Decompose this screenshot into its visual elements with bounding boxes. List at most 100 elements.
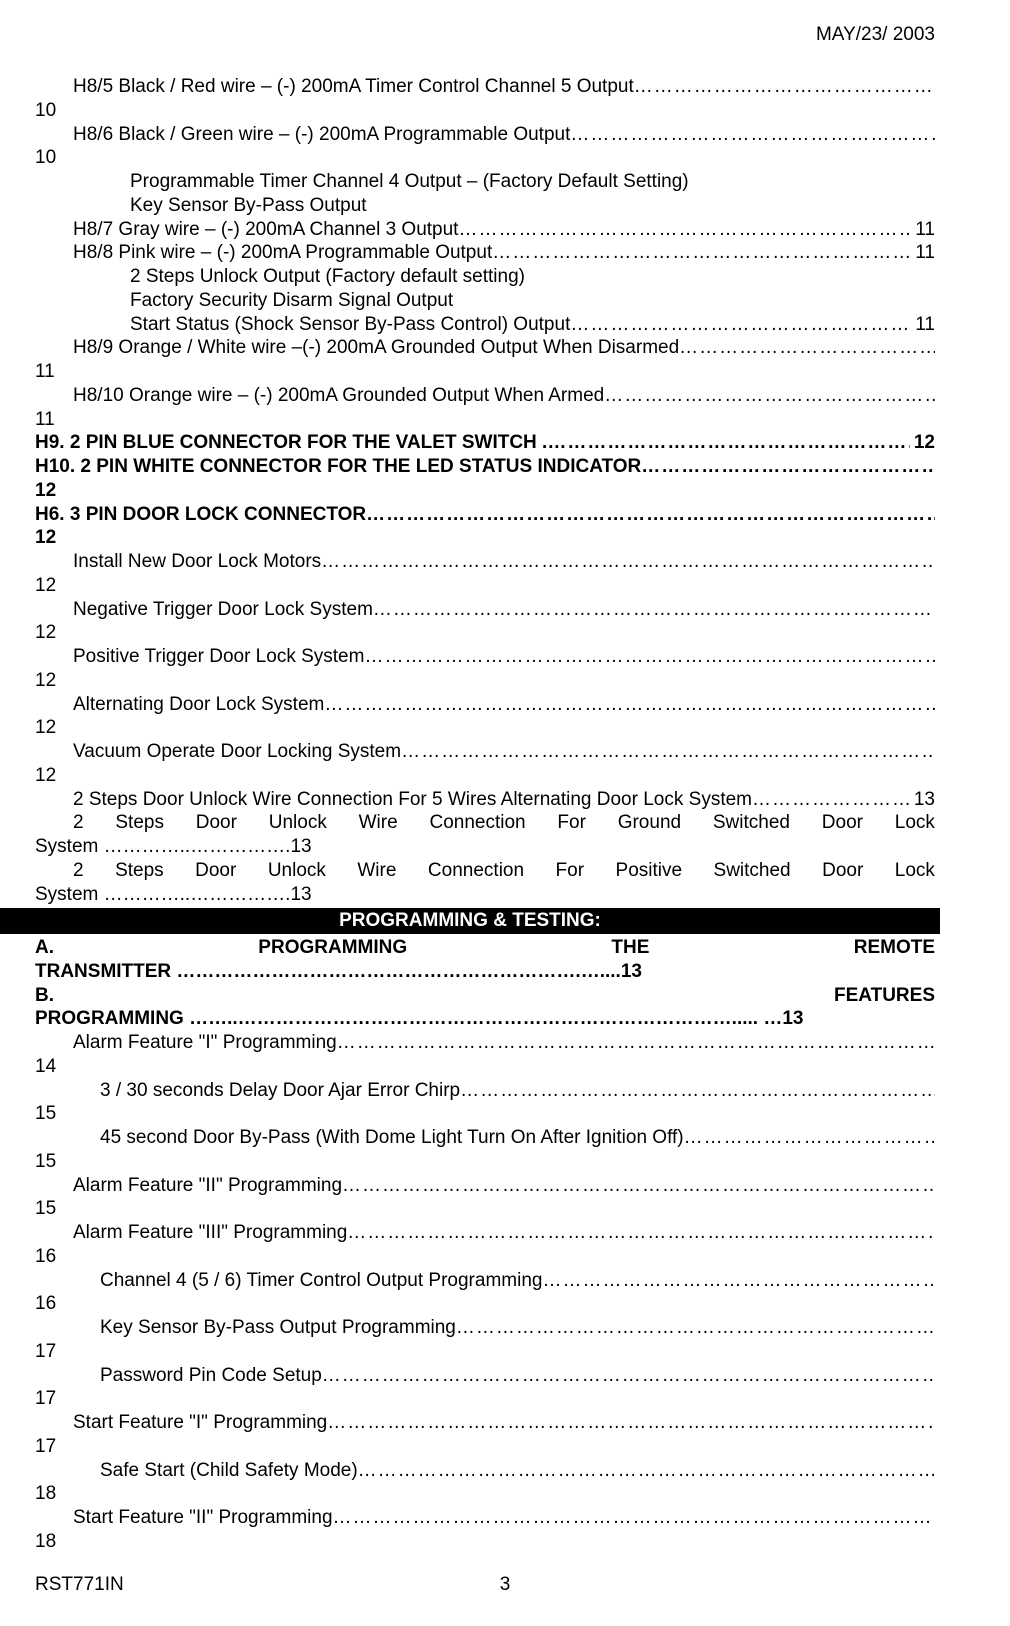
toc-page-below: 16 — [35, 1292, 935, 1316]
toc-leader — [327, 1411, 935, 1435]
toc-label: H8/9 Orange / White wire –(-) 200mA Grou… — [73, 336, 679, 360]
toc-leader — [324, 693, 935, 717]
toc-leader — [492, 241, 911, 265]
toc-justified-line: 2StepsDoorUnlockWireConnectionForPositiv… — [35, 859, 935, 883]
toc-page-below: 17 — [35, 1340, 935, 1364]
toc-label: Install New Door Lock Motors — [73, 550, 321, 574]
toc-label: 45 second Door By-Pass (With Dome Light … — [100, 1126, 684, 1150]
toc-row: H6. 3 PIN DOOR LOCK CONNECTOR — [35, 503, 935, 527]
toc-row: Channel 4 (5 / 6) Timer Control Output P… — [35, 1269, 935, 1293]
toc-leader — [570, 313, 911, 337]
toc-row: H8/9 Orange / White wire –(-) 200mA Grou… — [35, 336, 935, 360]
toc-label: H6. 3 PIN DOOR LOCK CONNECTOR — [35, 503, 366, 527]
toc-label: Start Status (Shock Sensor By-Pass Contr… — [130, 313, 570, 337]
toc-justified-line: A.PROGRAMMINGTHEREMOTE — [35, 936, 935, 960]
toc-row: Alarm Feature "III" Programming — [35, 1221, 935, 1245]
toc-continuation: System …………..…………….13 — [35, 835, 935, 859]
toc-label: Alarm Feature "II" Programming — [73, 1174, 342, 1198]
toc-label: H8/5 Black / Red wire – (-) 200mA Timer … — [73, 75, 634, 99]
toc-row: Password Pin Code Setup — [35, 1364, 935, 1388]
toc-leader — [684, 1126, 935, 1150]
toc-label: Positive Trigger Door Lock System — [73, 645, 364, 669]
toc-page-below: 11 — [35, 360, 935, 384]
toc-label: Vacuum Operate Door Locking System — [73, 740, 401, 764]
toc-row: H8/8 Pink wire – (-) 200mA Programmable … — [35, 241, 935, 265]
document-page: MAY/23/ 2003 H8/5 Black / Red wire – (-)… — [0, 0, 1010, 1626]
toc-label: Safe Start (Child Safety Mode) — [100, 1459, 358, 1483]
toc-page-below: 18 — [35, 1530, 935, 1554]
toc-row: Alarm Feature "I" Programming — [35, 1031, 935, 1055]
footer-page-number: 3 — [0, 1574, 1010, 1596]
toc-page: 12 — [910, 431, 935, 455]
section-banner: PROGRAMMING & TESTING: — [0, 908, 940, 934]
toc-label: H8/8 Pink wire – (-) 200mA Programmable … — [73, 241, 492, 265]
toc-leader — [634, 75, 935, 99]
toc-leader — [604, 384, 935, 408]
toc-label: H8/10 Orange wire – (-) 200mA Grounded O… — [73, 384, 604, 408]
toc-page-below: 12 — [35, 716, 935, 740]
toc-continuation: TRANSMITTER ……………………………………………………….…....1… — [35, 960, 935, 984]
toc-row: Alarm Feature "II" Programming — [35, 1174, 935, 1198]
toc-row: H8/7 Gray wire – (-) 200mA Channel 3 Out… — [35, 218, 935, 242]
toc-note: Key Sensor By-Pass Output — [35, 194, 935, 218]
toc-page-below: 18 — [35, 1482, 935, 1506]
toc-leader — [401, 740, 935, 764]
toc-row: Start Status (Shock Sensor By-Pass Contr… — [35, 313, 935, 337]
toc-page-below: 12 — [35, 621, 935, 645]
toc-row: H9. 2 PIN BLUE CONNECTOR FOR THE VALET S… — [35, 431, 935, 455]
toc-label: Start Feature "II" Programming — [73, 1506, 333, 1530]
toc-page-below: 10 — [35, 99, 935, 123]
toc-leader — [547, 431, 910, 455]
toc-continuation: System …………..…………….13 — [35, 883, 935, 907]
toc-note: Programmable Timer Channel 4 Output – (F… — [35, 170, 935, 194]
toc-row: Vacuum Operate Door Locking System — [35, 740, 935, 764]
toc-row: Start Feature "I" Programming — [35, 1411, 935, 1435]
toc-page-below: 12 — [35, 526, 935, 550]
toc-page-below: 16 — [35, 1245, 935, 1269]
toc-leader — [641, 455, 935, 479]
toc-leader — [322, 1364, 935, 1388]
toc-page-below: 15 — [35, 1150, 935, 1174]
toc-leader — [333, 1506, 935, 1530]
toc-page-below: 14 — [35, 1055, 935, 1079]
toc-row: 2 Steps Door Unlock Wire Connection For … — [35, 788, 935, 812]
toc-leader — [458, 218, 911, 242]
toc-label: H8/7 Gray wire – (-) 200mA Channel 3 Out… — [73, 218, 458, 242]
toc-leader — [342, 1174, 935, 1198]
toc-leader — [337, 1031, 935, 1055]
toc-page: 13 — [910, 788, 935, 812]
toc-leader — [679, 336, 935, 360]
toc-label: Channel 4 (5 / 6) Timer Control Output P… — [100, 1269, 542, 1293]
toc-leader — [542, 1269, 935, 1293]
toc-row: Start Feature "II" Programming — [35, 1506, 935, 1530]
toc-leader — [347, 1221, 935, 1245]
toc-leader — [321, 550, 935, 574]
toc-page-below: 12 — [35, 764, 935, 788]
toc-leader — [460, 1079, 935, 1103]
toc-row: Negative Trigger Door Lock System — [35, 598, 935, 622]
toc-leader — [364, 645, 935, 669]
toc-page-below: 15 — [35, 1102, 935, 1126]
toc-label: Password Pin Code Setup — [100, 1364, 322, 1388]
toc-page-below: 12 — [35, 574, 935, 598]
toc-page-below: 12 — [35, 479, 935, 503]
toc-justified-line: 2StepsDoorUnlockWireConnectionForGroundS… — [35, 811, 935, 835]
toc-label: H10. 2 PIN WHITE CONNECTOR FOR THE LED S… — [35, 455, 641, 479]
toc-row: Alternating Door Lock System — [35, 693, 935, 717]
toc-page-below: 15 — [35, 1197, 935, 1221]
toc-label: Alarm Feature "III" Programming — [73, 1221, 347, 1245]
toc-row: 3 / 30 seconds Delay Door Ajar Error Chi… — [35, 1079, 935, 1103]
toc-page-below: 17 — [35, 1435, 935, 1459]
toc-row: Install New Door Lock Motors — [35, 550, 935, 574]
toc-note: Factory Security Disarm Signal Output — [35, 289, 935, 313]
toc-label: 3 / 30 seconds Delay Door Ajar Error Chi… — [100, 1079, 460, 1103]
toc-continuation: PROGRAMMING ……..………………………………………………………………… — [35, 1007, 935, 1031]
toc-row: Positive Trigger Door Lock System — [35, 645, 935, 669]
toc-page-below: 12 — [35, 669, 935, 693]
toc-row: H8/5 Black / Red wire – (-) 200mA Timer … — [35, 75, 935, 99]
toc-note: 2 Steps Unlock Output (Factory default s… — [35, 265, 935, 289]
toc-label: Alarm Feature "I" Programming — [73, 1031, 337, 1055]
toc-row: Key Sensor By-Pass Output Programming — [35, 1316, 935, 1340]
toc-leader — [570, 123, 935, 147]
toc-leader — [373, 598, 935, 622]
